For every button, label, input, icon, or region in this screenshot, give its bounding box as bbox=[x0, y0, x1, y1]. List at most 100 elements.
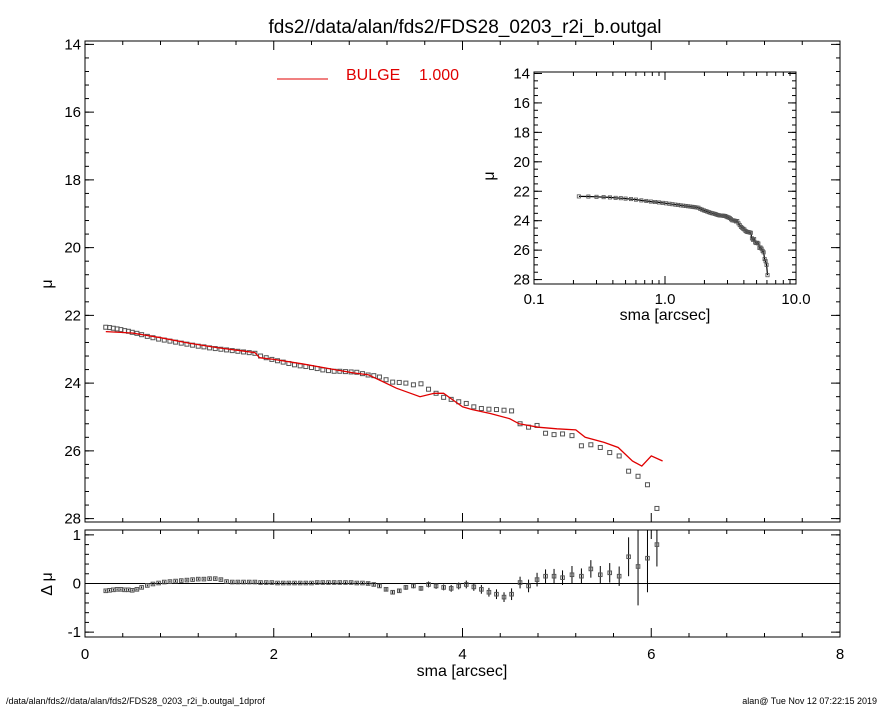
residual-x-tick-label: 6 bbox=[647, 646, 655, 663]
inset-data-point bbox=[751, 237, 756, 242]
residual-data-point bbox=[303, 580, 309, 586]
main-data-point bbox=[569, 433, 575, 439]
residual-data-point bbox=[190, 577, 195, 582]
residual-data-point bbox=[418, 586, 424, 591]
inset-data-point bbox=[676, 202, 681, 207]
inset-data-point bbox=[758, 245, 763, 250]
residual-data-point bbox=[139, 585, 144, 590]
residual-data-point bbox=[569, 572, 575, 578]
residual-y-axis-label: Δ μ bbox=[39, 572, 56, 595]
inset-data-point bbox=[690, 204, 695, 209]
main-y-tick-label: 14 bbox=[64, 36, 81, 53]
inset-data-point bbox=[618, 196, 623, 201]
inset-data-point bbox=[681, 203, 686, 208]
residual-data-point bbox=[377, 583, 382, 589]
residual-data-point bbox=[526, 583, 531, 589]
residual-plot-area bbox=[85, 530, 840, 606]
main-panel: 14 16 18 20 22 24 26 28 μ BULGE 1.000 bbox=[39, 36, 841, 528]
residual-data-point bbox=[365, 581, 371, 586]
inset-data-point bbox=[648, 199, 653, 204]
main-data-point bbox=[597, 444, 603, 450]
inset-data-point bbox=[613, 195, 618, 200]
inset-data-point bbox=[594, 194, 599, 199]
inset-data-point bbox=[683, 203, 688, 208]
residual-data-point bbox=[383, 587, 389, 592]
residual-data-point bbox=[286, 580, 292, 586]
inset-data-point bbox=[628, 197, 633, 202]
residual-data-point bbox=[167, 579, 173, 584]
main-data-point bbox=[150, 335, 156, 341]
residual-data-point bbox=[448, 586, 454, 591]
inset-data-point bbox=[639, 198, 644, 203]
residual-data-point bbox=[269, 580, 275, 585]
residual-data-point bbox=[517, 580, 523, 585]
main-data-point bbox=[644, 482, 650, 488]
main-data-point bbox=[616, 453, 622, 459]
main-y-tick-label: 20 bbox=[64, 240, 81, 257]
main-data-point bbox=[551, 432, 557, 438]
inset-data-point bbox=[748, 230, 753, 235]
residual-data-point bbox=[309, 580, 314, 586]
residual-data-point bbox=[235, 579, 241, 585]
residual-data-point bbox=[626, 554, 631, 560]
residual-data-point bbox=[390, 589, 395, 595]
residual-data-point bbox=[129, 588, 135, 593]
inset-y-tick-label: 20 bbox=[513, 154, 530, 171]
inset-data-point bbox=[653, 199, 658, 204]
residual-data-point bbox=[501, 594, 507, 600]
main-bulge-model-line bbox=[105, 330, 663, 467]
main-data-point bbox=[229, 348, 235, 354]
residual-data-point bbox=[201, 576, 207, 582]
inset-data-point bbox=[761, 250, 766, 255]
residual-data-point bbox=[456, 583, 462, 589]
residual-data-point bbox=[509, 591, 514, 597]
main-data-point bbox=[463, 400, 469, 406]
inset-data-point bbox=[764, 262, 769, 267]
main-data-point bbox=[403, 380, 409, 386]
inset-data-point bbox=[756, 241, 761, 246]
inset-data-point bbox=[586, 194, 591, 199]
inset-data-point bbox=[763, 259, 768, 264]
inset-data-point bbox=[633, 197, 638, 202]
legend-value-bulge: 1.000 bbox=[419, 67, 459, 84]
main-data-point bbox=[212, 346, 218, 352]
inset-y-tick-label: 16 bbox=[513, 95, 530, 112]
inset-data-point bbox=[623, 196, 628, 201]
residual-data-point bbox=[607, 570, 613, 576]
residual-data-point bbox=[371, 582, 377, 587]
inset-data-point bbox=[765, 273, 770, 278]
main-data-point bbox=[578, 443, 584, 449]
residual-data-point bbox=[441, 585, 446, 590]
residual-data-point bbox=[463, 582, 469, 587]
inset-data-point bbox=[755, 240, 760, 245]
residual-data-point bbox=[275, 580, 280, 586]
main-data-point bbox=[543, 430, 549, 436]
inset-data-point bbox=[741, 226, 746, 231]
inset-x-tick-label: 0.1 bbox=[524, 291, 545, 308]
residual-data-point bbox=[551, 573, 557, 579]
footer-right: alan@ Tue Nov 12 07:22:15 2019 bbox=[742, 696, 877, 706]
residual-data-point bbox=[184, 577, 190, 583]
inset-axis-ticks: 14 16 18 20 22 24 26 28 0.1 1.0 10.0 bbox=[513, 65, 810, 308]
main-data-point bbox=[478, 406, 484, 412]
residual-data-point bbox=[150, 581, 156, 587]
residual-data-point bbox=[241, 579, 246, 585]
residual-x-tick-label: 0 bbox=[81, 646, 89, 663]
inset-data-point bbox=[757, 245, 762, 250]
main-data-point bbox=[654, 505, 660, 511]
residual-data-point bbox=[534, 577, 540, 582]
residual-data-point bbox=[292, 580, 297, 586]
main-data-point bbox=[486, 406, 492, 412]
residual-data-point bbox=[156, 580, 161, 586]
inset-panel: 14 16 18 20 22 24 26 28 0.1 1.0 10.0 μ sma [arcsec… bbox=[481, 65, 811, 324]
inset-data-point bbox=[686, 204, 691, 209]
main-data-point bbox=[493, 407, 499, 413]
residual-data-point bbox=[588, 566, 594, 572]
main-y-tick-label: 28 bbox=[64, 511, 81, 528]
main-y-tick-label: 22 bbox=[64, 307, 81, 324]
main-data-point bbox=[426, 386, 432, 392]
residual-data-point bbox=[337, 580, 343, 585]
main-data-point bbox=[471, 404, 477, 410]
residual-x-tick-label: 8 bbox=[836, 646, 844, 663]
